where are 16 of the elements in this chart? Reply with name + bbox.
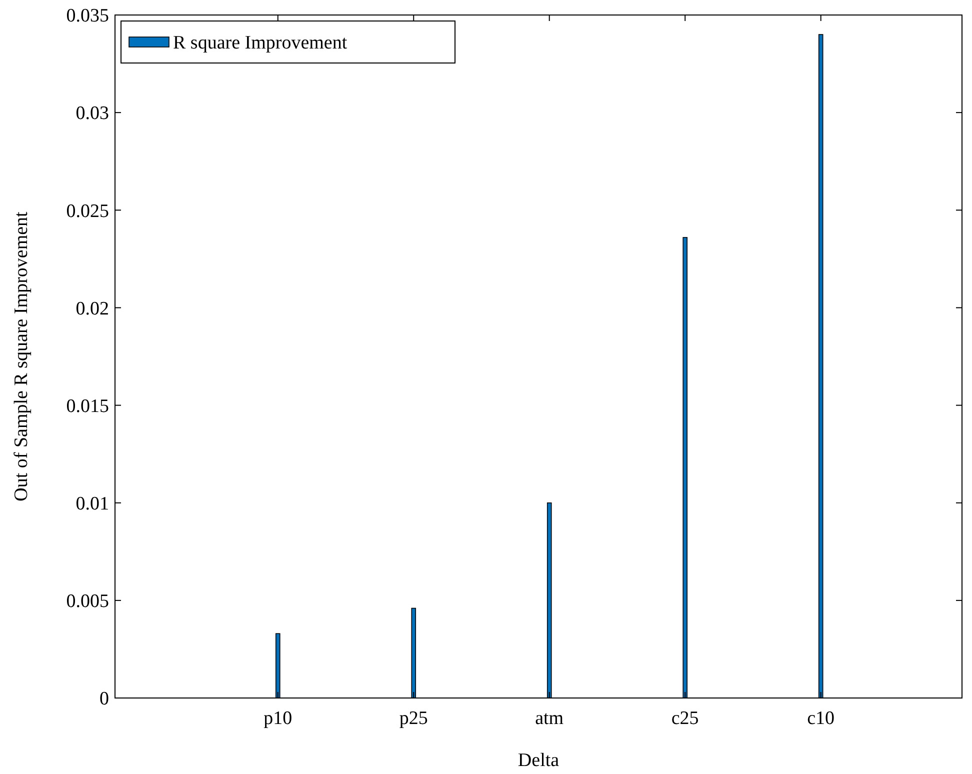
y-tick-label: 0.005 (66, 591, 109, 612)
y-tick-label: 0.015 (66, 396, 109, 417)
y-tick-label: 0.035 (66, 6, 109, 27)
y-tick-label: 0.03 (76, 103, 109, 124)
x-tick-label: c25 (671, 708, 699, 729)
y-tick-label: 0.02 (76, 298, 109, 320)
legend-label: R square Improvement (173, 32, 348, 54)
y-axis-title: Out of Sample R square Improvement (11, 210, 32, 502)
x-axis-title: Delta (518, 750, 560, 771)
x-tick-label: c10 (807, 708, 835, 729)
y-tick-label: 0.025 (66, 200, 109, 222)
y-tick-label: 0.01 (76, 494, 109, 515)
x-tick-label: p10 (264, 708, 292, 729)
y-tick-label: 0 (100, 688, 109, 710)
x-tick-label: p25 (399, 708, 428, 729)
x-tick-label: atm (535, 708, 564, 729)
